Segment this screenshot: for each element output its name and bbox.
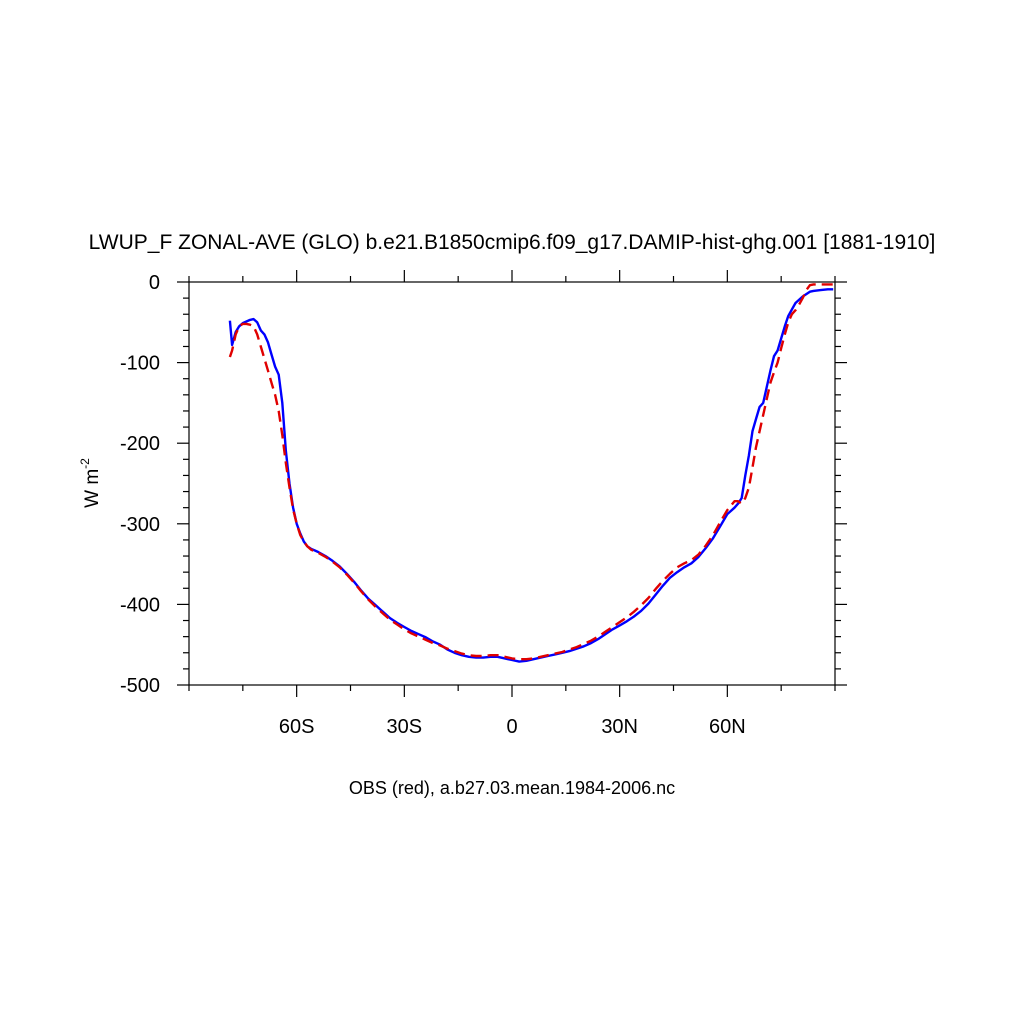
x-tick-label: 0 [506,716,517,738]
y-axis-label-unit: W m [82,469,103,508]
series-line-1 [228,288,834,663]
chart-caption: OBS (red), a.b27.03.mean.1984-2006.nc [349,778,675,798]
y-tick-label: -200 [120,433,160,455]
x-tick-label: 30S [387,716,423,738]
ticks-layer [177,270,847,697]
x-tick-labels: 60S 30S 0 30N 60N [279,716,746,738]
y-tick-labels: 0 -100 -200 -300 -400 -500 [120,272,160,697]
y-axis-label-exponent: -2 [78,458,92,469]
x-tick-label: 30N [601,716,638,738]
chart-title: LWUP_F ZONAL-AVE (GLO) b.e21.B1850cmip6.… [89,231,936,254]
y-tick-label: -500 [120,675,160,697]
y-tick-label: -400 [120,594,160,616]
series-layer [228,283,834,663]
plot-frame [188,281,836,686]
y-tick-label: 0 [149,272,160,294]
x-tick-label: 60S [279,716,315,738]
series-line-2 [228,283,834,661]
y-tick-label: -300 [120,514,160,536]
y-axis-label: W m-2 [78,458,103,508]
x-tick-label: 60N [709,716,746,738]
y-tick-label: -100 [120,353,160,375]
